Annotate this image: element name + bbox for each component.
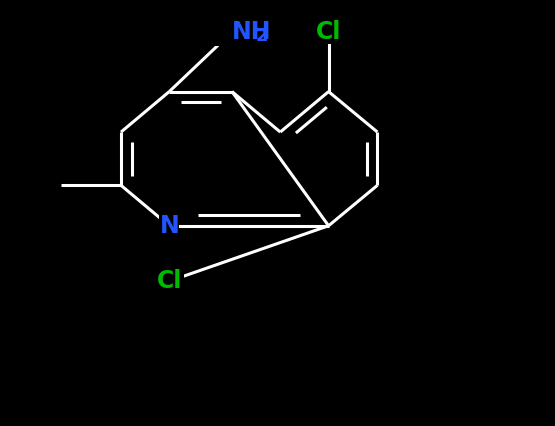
Text: NH: NH	[232, 20, 271, 44]
Text: 2: 2	[256, 27, 268, 45]
Bar	[159, 214, 179, 238]
Bar	[314, 20, 344, 44]
Text: Cl: Cl	[157, 269, 182, 293]
Text: Cl: Cl	[316, 20, 341, 44]
Text: N: N	[159, 214, 179, 238]
Bar	[214, 18, 266, 46]
Bar	[154, 269, 184, 293]
